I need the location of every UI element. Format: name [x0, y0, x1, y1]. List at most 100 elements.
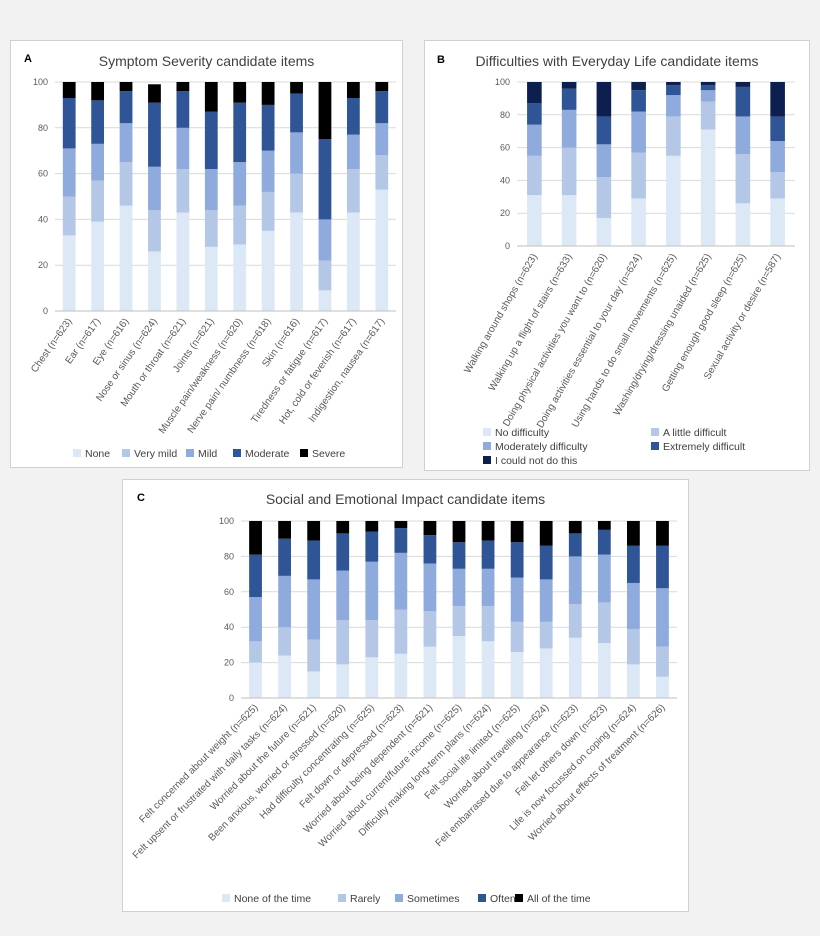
bar-segment — [91, 143, 105, 181]
bar-segment — [666, 116, 681, 156]
bar-segment — [204, 111, 218, 170]
bar-segment — [249, 554, 262, 598]
bar-segment — [539, 621, 553, 649]
bar-segment — [597, 602, 611, 644]
panel-a-title: Symptom Severity candidate items — [98, 53, 315, 69]
bar-segment — [423, 535, 437, 564]
bar-segment — [627, 664, 640, 698]
legend-swatch — [651, 428, 659, 436]
bar-segment — [735, 86, 751, 117]
bar-segment — [336, 570, 350, 621]
bar-segment — [527, 124, 542, 156]
bar-segment — [278, 521, 291, 539]
bar-segment — [596, 218, 612, 246]
legend-label: Moderately difficulty — [495, 441, 588, 453]
bar-segment — [666, 82, 681, 86]
legend-label: None — [85, 448, 110, 460]
legend-swatch — [515, 894, 523, 902]
bar-segment — [336, 533, 350, 571]
bar-segment — [452, 521, 466, 543]
chart-b-svg: 0 20 40 60 80 100 Walking around shops (n=623)… — [462, 77, 795, 467]
bar-segment — [596, 177, 612, 219]
y-tick-label: 0 — [43, 306, 48, 316]
legend-label: No difficulty — [495, 427, 550, 439]
bar-segment — [568, 556, 582, 605]
bar-segment — [318, 139, 332, 220]
bar-segment — [510, 651, 524, 698]
bar-segment — [561, 88, 577, 110]
bar-segment — [568, 521, 582, 534]
bar-segment — [656, 545, 669, 589]
x-category-label: Walking around shops (n=623) — [462, 252, 540, 375]
y-tick-label: 40 — [500, 175, 510, 185]
legend-swatch — [73, 449, 81, 457]
bar-segment — [510, 542, 524, 578]
bar-segment — [148, 251, 161, 311]
bar-segment — [336, 620, 350, 665]
bar-segment — [481, 568, 495, 606]
bar-segment — [423, 646, 437, 698]
bar-segment — [62, 196, 76, 236]
bar-segment — [290, 173, 303, 213]
legend-label: Moderate — [245, 448, 290, 460]
bar-segment — [666, 85, 681, 96]
bar-segment — [735, 82, 751, 87]
bar-segment — [233, 244, 247, 311]
bar-segment — [261, 150, 275, 192]
legend-swatch — [186, 449, 194, 457]
bar-segment — [375, 189, 389, 311]
y-tick-label: 80 — [500, 110, 510, 120]
bar-segment — [452, 605, 466, 637]
bar-segment — [204, 246, 218, 311]
bar-segment — [423, 521, 437, 536]
bar-segment — [627, 521, 640, 546]
bar-segment — [62, 98, 76, 149]
bar-segment — [394, 521, 408, 529]
bar-segment — [261, 104, 275, 151]
panel-b-title: Difficulties with Everyday Life candidat… — [475, 53, 759, 69]
bar-segment — [318, 290, 332, 311]
bar-segment — [307, 579, 321, 640]
legend-swatch — [222, 894, 230, 902]
bar-segment — [233, 102, 247, 163]
y-tick-label: 0 — [229, 693, 234, 703]
x-category-label: Worried about the future (n=621) — [208, 702, 318, 812]
panel-b-label: B — [437, 54, 445, 66]
y-tick-label: 100 — [33, 77, 48, 87]
bar-segment — [568, 604, 582, 638]
y-tick-label: 80 — [38, 123, 48, 133]
bar-segment — [119, 205, 133, 311]
bar-segment — [307, 639, 321, 672]
bar-segment — [261, 230, 275, 311]
bar-segment — [261, 82, 275, 105]
bar-segment — [561, 195, 577, 246]
bar-segment — [62, 235, 76, 311]
legend-swatch — [338, 894, 346, 902]
bar-segment — [700, 82, 716, 86]
bar-segment — [318, 82, 332, 140]
bar-segment — [452, 568, 466, 606]
legend-swatch — [651, 442, 659, 450]
bar-segment — [204, 169, 218, 211]
bar-segment — [596, 82, 612, 117]
bar-segment — [318, 260, 332, 291]
bar-segment — [249, 597, 262, 642]
bar-segment — [631, 90, 646, 112]
bar-segment — [148, 102, 161, 167]
y-tick-label: 60 — [500, 143, 510, 153]
bar-segment — [290, 132, 303, 174]
bar-segment — [375, 155, 389, 190]
panel-a: 0 20 40 60 80 100 Chest (n=623) Ear (n=617) Eye … — [10, 40, 403, 468]
legend-swatch — [122, 449, 130, 457]
bar-segment — [394, 552, 408, 610]
bar-segment — [261, 191, 275, 231]
bar-segment — [249, 521, 262, 555]
bar-segment — [346, 169, 360, 213]
bar-segment — [539, 648, 553, 698]
bar-segment — [423, 611, 437, 647]
bar-segment — [656, 646, 669, 677]
bar-segment — [597, 529, 611, 555]
bar-segment — [233, 82, 247, 103]
y-tick-label: 20 — [224, 658, 234, 668]
bar-segment — [375, 82, 389, 92]
